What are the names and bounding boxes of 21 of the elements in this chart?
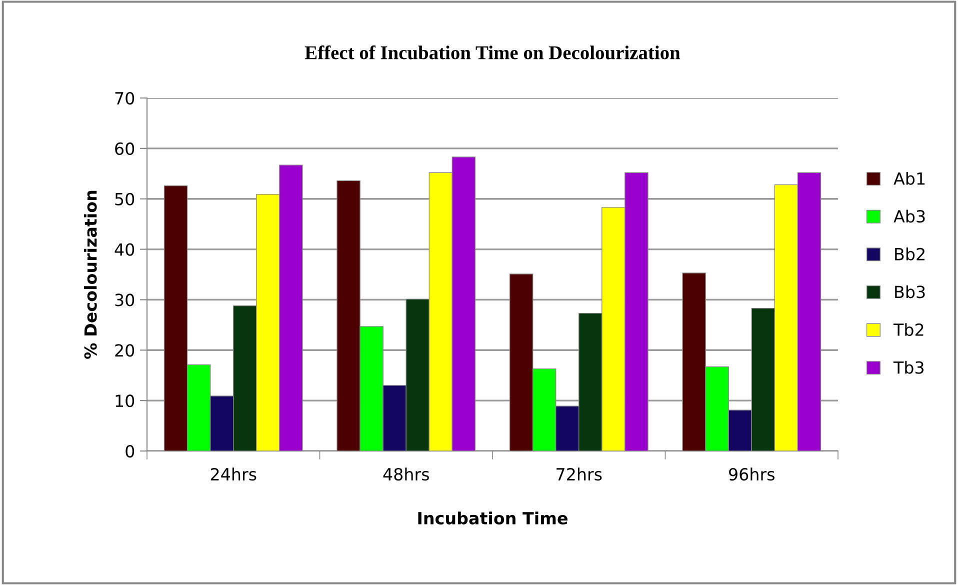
legend-label: Ab1 [894,172,925,185]
legend-label: Ab3 [894,210,925,223]
y-tick-label: 60 [115,142,134,155]
legend-label: Tb2 [893,323,924,336]
y-tick-label: 30 [115,294,134,306]
x-tick-label: 48hrs [383,468,429,481]
x-axis-title: Incubation Time [418,512,568,524]
y-tick-label: 10 [116,394,134,408]
y-axis-title: % Decolourization [84,190,97,359]
y-tick-label: 50 [115,192,134,206]
chart-title: Effect of Incubation Time on Decolourization [304,45,680,60]
y-tick-label: 0 [126,444,134,458]
y-tick-label: 40 [114,243,134,256]
y-tick-label: 70 [115,92,134,105]
x-tick-label: 24hrs [210,468,256,481]
legend-label: Bb2 [895,248,924,260]
x-tick-label: 96hrs [729,468,774,481]
x-tick-label: 72hrs [556,468,602,481]
legend-label: Tb3 [893,360,924,374]
y-tick-label: 20 [115,344,134,357]
legend-label: Bb3 [895,285,925,298]
